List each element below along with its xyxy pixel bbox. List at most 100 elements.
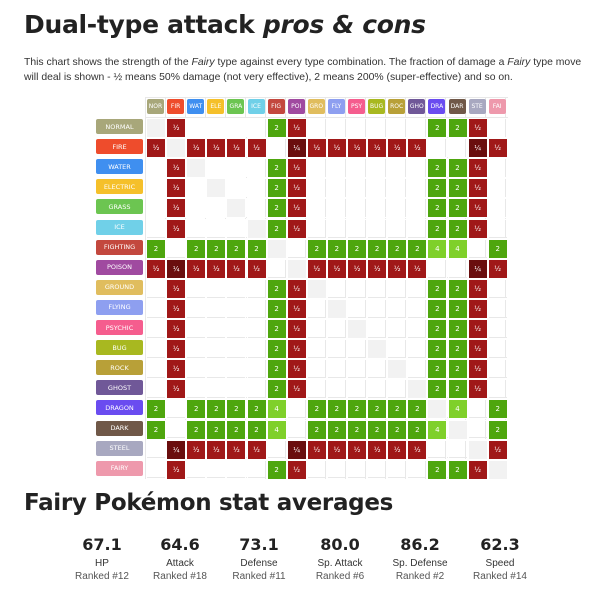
matrix-cell: [387, 379, 408, 400]
matrix-cell: [206, 198, 227, 219]
col-header-steel: STE: [468, 99, 486, 114]
matrix-cell: [246, 379, 267, 400]
row-header-rock: ROCK: [96, 360, 143, 376]
matrix-cell: [326, 278, 347, 299]
stat-rank: Ranked #11: [232, 571, 286, 582]
matrix-cell: [246, 178, 267, 199]
matrix-cell: [467, 238, 488, 259]
stat-defense: 73.1 Defense Ranked #11: [219, 535, 299, 582]
stat-value: 73.1: [239, 535, 279, 554]
matrix-cell: 2: [427, 459, 448, 480]
matrix-cell: [186, 298, 207, 319]
matrix-cell: 2: [387, 399, 408, 420]
matrix-cell: [226, 158, 247, 179]
row-header-dragon: DRAGON: [96, 400, 143, 416]
stat-speed: 62.3 Speed Ranked #14: [460, 535, 540, 582]
matrix-cell: [146, 158, 166, 179]
row-header-poison: POISON: [96, 259, 143, 275]
stat-rank: Ranked #2: [395, 571, 445, 582]
stat-value: 80.0: [320, 535, 360, 554]
col-header-flying: FLY: [327, 99, 345, 114]
matrix-cell: [146, 198, 166, 219]
matrix-cell: [487, 379, 508, 400]
matrix-cell: [206, 218, 227, 239]
matrix-cell: [206, 319, 227, 339]
matrix-cell: [427, 138, 448, 159]
row-header-ground: GROUND: [96, 279, 143, 295]
matrix-cell: [306, 118, 327, 138]
stat-sp-defense: 86.2 Sp. Defense Ranked #2: [380, 535, 460, 582]
matrix-cell: [407, 359, 428, 380]
matrix-cell: ½: [487, 439, 508, 460]
matrix-cell: [186, 158, 207, 179]
matrix-cell: [347, 339, 367, 360]
matrix-cell: [347, 178, 367, 199]
matrix-cell: [326, 359, 347, 380]
matrix-cell: [487, 298, 508, 319]
matrix-cell: 2: [427, 218, 448, 239]
matrix-cell: [367, 379, 388, 400]
matrix-cell: [467, 399, 488, 420]
matrix-cell: [487, 158, 508, 179]
stat-rank: Ranked #18: [153, 571, 207, 582]
matrix-cell: [347, 118, 367, 138]
matrix-cell: [347, 218, 367, 239]
matrix-cell: ½: [286, 178, 307, 199]
matrix-cell: [326, 379, 347, 400]
matrix-cell: [367, 298, 388, 319]
stat-value: 64.6: [160, 535, 200, 554]
matrix-cell: 2: [266, 298, 287, 319]
matrix-cell: 2: [186, 238, 207, 259]
stat-value: 67.1: [82, 535, 122, 554]
matrix-cell: 2: [427, 278, 448, 299]
matrix-cell: 2: [246, 399, 267, 420]
matrix-cell: ½: [246, 439, 267, 460]
stat-name: Speed: [485, 558, 515, 569]
matrix-cell: ½: [286, 339, 307, 360]
matrix-cell: 2: [447, 118, 468, 138]
matrix-cell: [407, 339, 428, 360]
matrix-cell: ½: [387, 138, 408, 159]
matrix-cell: [226, 379, 247, 400]
matrix-cell: 2: [266, 359, 287, 380]
matrix-cell: [407, 459, 428, 480]
intro-text: This chart shows the strength of the Fai…: [24, 57, 582, 83]
matrix-cell: [367, 178, 388, 199]
matrix-cell: ½: [286, 298, 307, 319]
matrix-cell: ½: [467, 158, 488, 179]
matrix-cell: ½: [286, 158, 307, 179]
matrix-cell: [487, 118, 508, 138]
stats-title: Fairy Pokémon stat averages: [24, 490, 394, 516]
matrix-cell: [427, 258, 448, 279]
matrix-cell: [226, 319, 247, 339]
row-header-fire: FIRE: [96, 139, 143, 155]
matrix-cell: [306, 379, 327, 400]
matrix-cell: [447, 419, 468, 440]
row-header-water: WATER: [96, 159, 143, 175]
matrix-cell: [306, 319, 327, 339]
matrix-cell: [286, 258, 307, 279]
matrix-cell: 2: [347, 419, 367, 440]
matrix-cell: 2: [347, 238, 367, 259]
matrix-cell: ½: [467, 278, 488, 299]
matrix-cell: 2: [447, 178, 468, 199]
matrix-cell: [306, 339, 327, 360]
matrix-cell: [367, 339, 388, 360]
matrix-cell: [146, 319, 166, 339]
matrix-cell: [326, 218, 347, 239]
matrix-cell: [347, 319, 367, 339]
stat-rank: Ranked #12: [75, 571, 129, 582]
matrix-cell: [387, 298, 408, 319]
matrix-cell: 2: [487, 419, 508, 440]
matrix-cell: ½: [467, 359, 488, 380]
matrix-cell: [246, 459, 267, 480]
matrix-cell: 2: [427, 198, 448, 219]
matrix-cell: ½: [166, 359, 187, 380]
matrix-cell: [347, 298, 367, 319]
matrix-cell: [226, 218, 247, 239]
matrix-cell: [347, 198, 367, 219]
matrix-cell: [186, 339, 207, 360]
matrix-cell: ½: [166, 178, 187, 199]
matrix-cell: ½: [367, 258, 388, 279]
matrix-cell: [246, 118, 267, 138]
